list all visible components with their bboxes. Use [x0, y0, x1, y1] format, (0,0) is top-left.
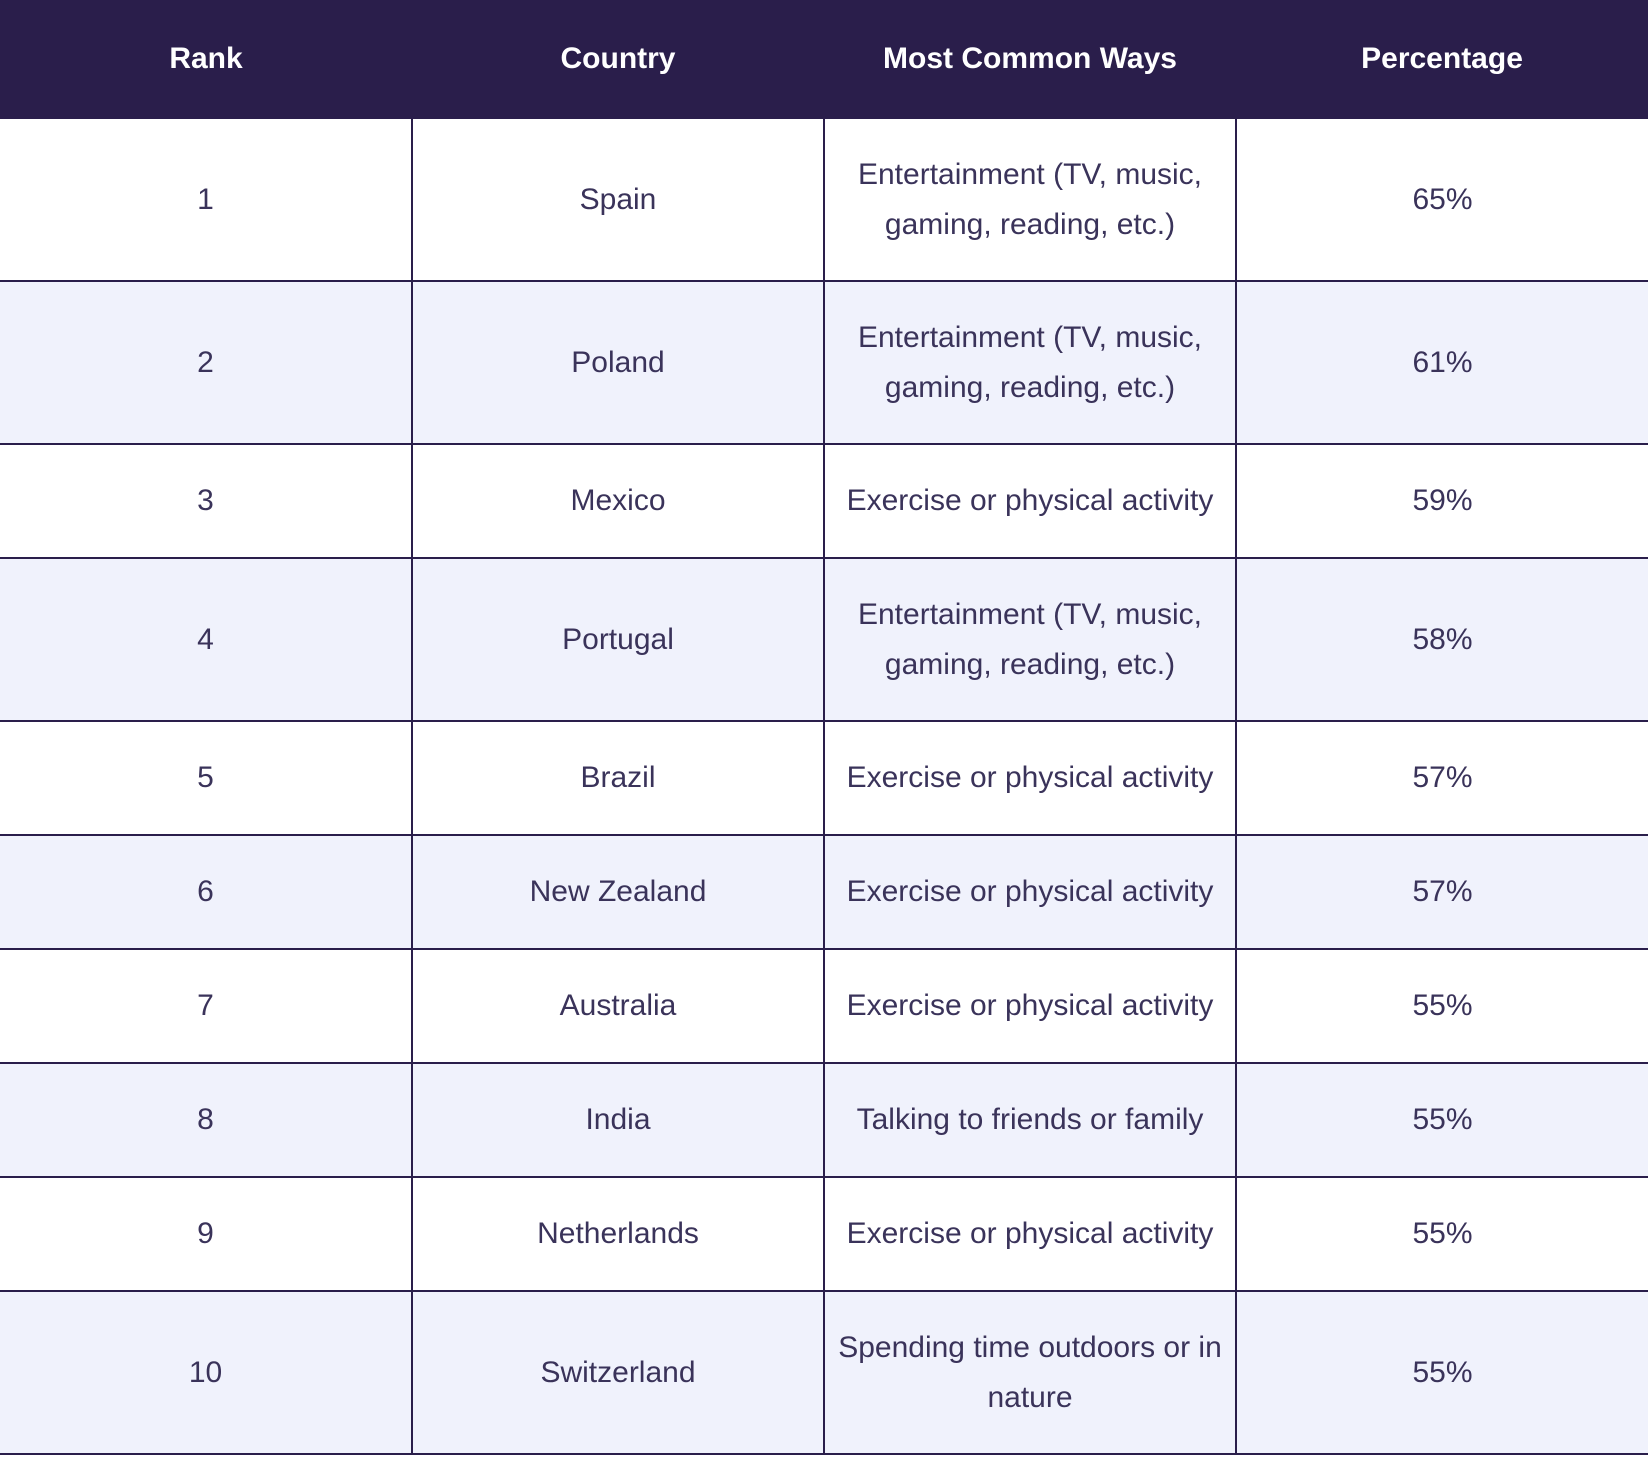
way-cell: Talking to friends or family: [823, 1062, 1237, 1178]
way-cell: Entertainment (TV, music, gaming, readin…: [823, 557, 1237, 722]
country-cell: Brazil: [411, 720, 825, 836]
header-country: Country: [412, 0, 824, 118]
header-percentage: Percentage: [1236, 0, 1648, 118]
rank-cell: 10: [0, 1290, 413, 1455]
table-row: 2 Poland Entertainment (TV, music, gaming,…: [0, 280, 1648, 445]
country-cell: Switzerland: [411, 1290, 825, 1455]
rank-cell: 1: [0, 117, 413, 282]
way-cell: Exercise or physical activity: [823, 443, 1237, 559]
percentage-cell: 55%: [1235, 1176, 1648, 1292]
rank-cell: 4: [0, 557, 413, 722]
table-row: 7 Australia Exercise or physical activity 5…: [0, 948, 1648, 1064]
table-row: 1 Spain Entertainment (TV, music, gaming, …: [0, 117, 1648, 282]
rank-cell: 9: [0, 1176, 413, 1292]
header-most-common-ways: Most Common Ways: [824, 0, 1236, 118]
country-cell: Netherlands: [411, 1176, 825, 1292]
way-cell: Spending time outdoors or in nature: [823, 1290, 1237, 1455]
way-cell: Entertainment (TV, music, gaming, readin…: [823, 280, 1237, 445]
country-cell: Australia: [411, 948, 825, 1064]
way-cell: Entertainment (TV, music, gaming, readin…: [823, 117, 1237, 282]
table-row: 5 Brazil Exercise or physical activity 57%: [0, 720, 1648, 836]
header-rank: Rank: [0, 0, 412, 118]
country-cell: Spain: [411, 117, 825, 282]
table-row: 8 India Talking to friends or family 55%: [0, 1062, 1648, 1178]
rank-cell: 5: [0, 720, 413, 836]
percentage-cell: 55%: [1235, 1062, 1648, 1178]
way-cell: Exercise or physical activity: [823, 948, 1237, 1064]
percentage-cell: 57%: [1235, 720, 1648, 836]
table-row: 9 Netherlands Exercise or physical activit…: [0, 1176, 1648, 1292]
percentage-cell: 59%: [1235, 443, 1648, 559]
country-cell: New Zealand: [411, 834, 825, 950]
percentage-cell: 57%: [1235, 834, 1648, 950]
rank-cell: 2: [0, 280, 413, 445]
rank-cell: 7: [0, 948, 413, 1064]
country-cell: India: [411, 1062, 825, 1178]
rank-cell: 8: [0, 1062, 413, 1178]
way-cell: Exercise or physical activity: [823, 720, 1237, 836]
country-cell: Poland: [411, 280, 825, 445]
percentage-cell: 65%: [1235, 117, 1648, 282]
table-row: 3 Mexico Exercise or physical activity 59%: [0, 443, 1648, 559]
table-row: 4 Portugal Entertainment (TV, music, gamin…: [0, 557, 1648, 722]
way-cell: Exercise or physical activity: [823, 834, 1237, 950]
rank-cell: 6: [0, 834, 413, 950]
percentage-cell: 55%: [1235, 1290, 1648, 1455]
percentage-cell: 61%: [1235, 280, 1648, 445]
way-cell: Exercise or physical activity: [823, 1176, 1237, 1292]
country-cell: Mexico: [411, 443, 825, 559]
table-row: 6 New Zealand Exercise or physical activit…: [0, 834, 1648, 950]
percentage-cell: 58%: [1235, 557, 1648, 722]
country-cell: Portugal: [411, 557, 825, 722]
table-row: 10 Switzerland Spending time outdoors or i…: [0, 1290, 1648, 1455]
rank-cell: 3: [0, 443, 413, 559]
header-row: Rank Country Most Common Ways Percentage: [0, 0, 1648, 118]
percentage-cell: 55%: [1235, 948, 1648, 1064]
